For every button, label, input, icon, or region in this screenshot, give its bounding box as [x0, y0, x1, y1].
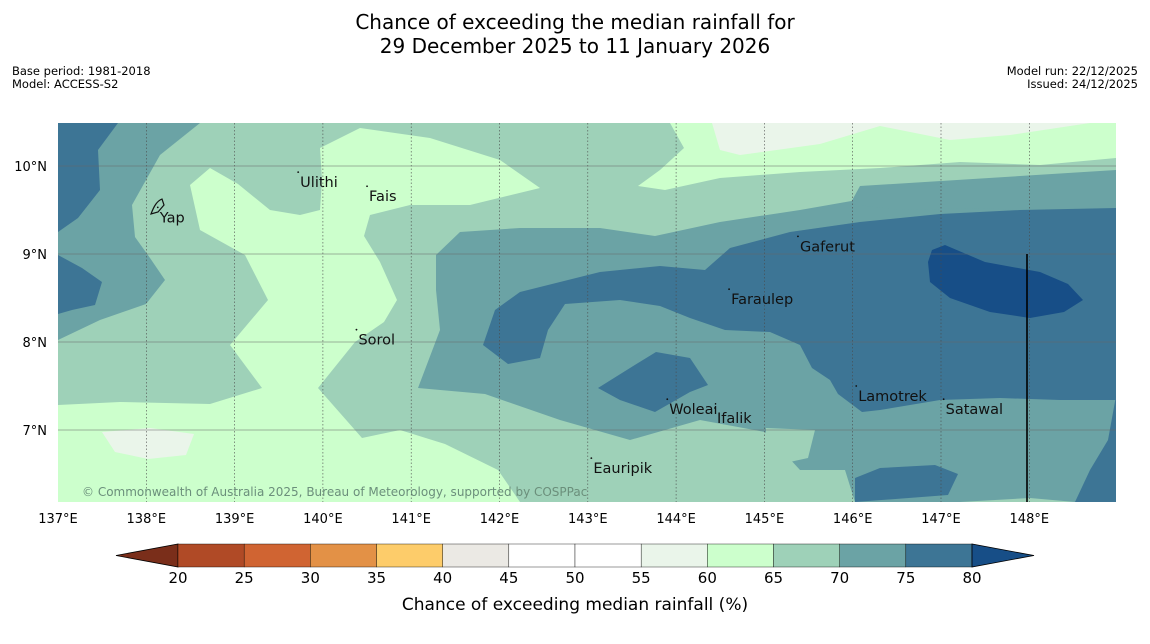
lon-tick-label: 141°E [391, 512, 431, 527]
model-run-text: Model run: 22/12/2025 [1006, 64, 1138, 78]
zone-60-65-west [58, 128, 540, 502]
colorbar: 20 25 30 35 40 45 50 55 60 65 70 75 80 [115, 543, 1035, 587]
lat-tick-label: 8°N [23, 336, 48, 351]
title-line-2: 29 December 2025 to 11 January 2026 [379, 34, 771, 58]
lon-tick-label: 137°E [38, 512, 78, 527]
place-marker [797, 235, 799, 238]
title-line-1: Chance of exceeding the median rainfall … [355, 10, 795, 34]
colorbar-tick-label: 35 [367, 569, 386, 587]
place-labels: Ulithi Fais Yap Gaferut Faraulep Sorol Lamotre… [156, 171, 1003, 477]
place-marker [855, 385, 858, 387]
place-label-fais: Fais [369, 189, 396, 205]
zone-75-80-west-lobe [58, 255, 102, 314]
lon-tick-label: 147°E [921, 512, 961, 527]
probability-field [58, 123, 1116, 502]
colorbar-segment [177, 543, 245, 568]
axis-labels: 137°E 138°E 139°E 140°E 141°E 142°E 143°E 144°E… [14, 160, 1049, 527]
colorbar-tick-label: 25 [235, 569, 254, 587]
zone-75-80-southeast [1075, 396, 1116, 502]
place-marker [666, 398, 669, 401]
colorbar-tick-label: 20 [168, 569, 187, 587]
lon-tick-label: 139°E [215, 512, 255, 527]
colorbar-tick-label: 75 [896, 569, 915, 587]
place-marker [714, 407, 716, 409]
colorbar-tick-label: 60 [698, 569, 717, 587]
lon-tick-label: 142°E [480, 512, 520, 527]
lon-tick-label: 145°E [745, 512, 785, 527]
colorbar-extend-high [971, 543, 1035, 568]
place-label-woleai: Woleai [669, 402, 717, 418]
place-label-ulithi: Ulithi [300, 175, 338, 191]
colorbar-segment [707, 543, 774, 568]
place-label-eauripik: Eauripik [593, 461, 652, 477]
colorbar-segment [574, 543, 642, 568]
lat-tick-label: 10°N [14, 160, 47, 175]
colorbar-segment [310, 543, 377, 568]
place-label-satawal: Satawal [946, 402, 1003, 418]
colorbar-segment [773, 543, 840, 568]
colorbar-segment [508, 543, 576, 568]
colorbar-tick-label: 55 [632, 569, 651, 587]
yap-island-icon [150, 198, 165, 215]
colorbar-segment [839, 543, 907, 568]
colorbar-tick-label: 80 [962, 569, 981, 587]
place-marker [355, 328, 358, 331]
lon-tick-label: 143°E [568, 512, 608, 527]
zone-65-70-island [766, 428, 815, 463]
colorbar-segment [442, 543, 510, 568]
place-marker [297, 171, 300, 174]
colorbar-segment [376, 543, 443, 568]
place-marker [156, 206, 159, 209]
place-marker [366, 185, 368, 188]
zone-over-80 [928, 245, 1083, 318]
lon-tick-label: 148°E [1010, 512, 1050, 527]
place-label-ifalik: Ifalik [717, 411, 752, 427]
colorbar-tick-label: 45 [499, 569, 518, 587]
colorbar-tick-label: 50 [565, 569, 584, 587]
lon-tick-label: 138°E [127, 512, 167, 527]
model-text: Model: ACCESS-S2 [12, 77, 119, 91]
place-label-yap: Yap [159, 210, 185, 226]
colorbar-extend-low [115, 543, 179, 568]
lat-tick-label: 9°N [23, 248, 48, 263]
zone-55-60-island [102, 428, 194, 459]
copyright-text: © Commonwealth of Australia 2025, Bureau… [82, 485, 587, 499]
lon-tick-label: 144°E [656, 512, 696, 527]
base-info: Base period: 1981-2018 Model: ACCESS-S2 [12, 65, 151, 91]
place-label-faraulep: Faraulep [731, 292, 793, 308]
colorbar-segment [243, 543, 311, 568]
zone-75-80-woleai [598, 352, 708, 412]
colorbar-tick-label: 70 [830, 569, 849, 587]
lon-tick-label: 146°E [833, 512, 873, 527]
base-period-text: Base period: 1981-2018 [12, 64, 151, 78]
place-marker [728, 288, 730, 291]
colorbar-tick-label: 65 [764, 569, 783, 587]
chart-title: Chance of exceeding the median rainfall … [0, 10, 1150, 58]
colorbar-segment [640, 543, 708, 568]
zone-55-60-north [712, 123, 1090, 155]
place-label-sorol: Sorol [358, 333, 395, 349]
zone-75-80-south [855, 465, 958, 502]
place-marker [590, 457, 593, 460]
place-label-lamotrek: Lamotrek [858, 389, 927, 405]
colorbar-segment [905, 543, 973, 568]
issued-text: Issued: 24/12/2025 [1027, 77, 1138, 91]
place-label-gaferut: Gaferut [800, 239, 855, 255]
gridlines [58, 123, 1116, 502]
colorbar-tick-label: 40 [433, 569, 452, 587]
colorbar-tick-label: 30 [301, 569, 320, 587]
zone-75-80-west [58, 123, 118, 232]
place-marker [942, 398, 945, 401]
run-info: Model run: 22/12/2025 Issued: 24/12/2025 [1007, 65, 1138, 91]
lat-tick-label: 7°N [23, 424, 48, 439]
lon-tick-label: 140°E [303, 512, 343, 527]
colorbar-title: Chance of exceeding median rainfall (%) [402, 595, 748, 615]
zone-70-75-ne-strip [850, 170, 1116, 218]
